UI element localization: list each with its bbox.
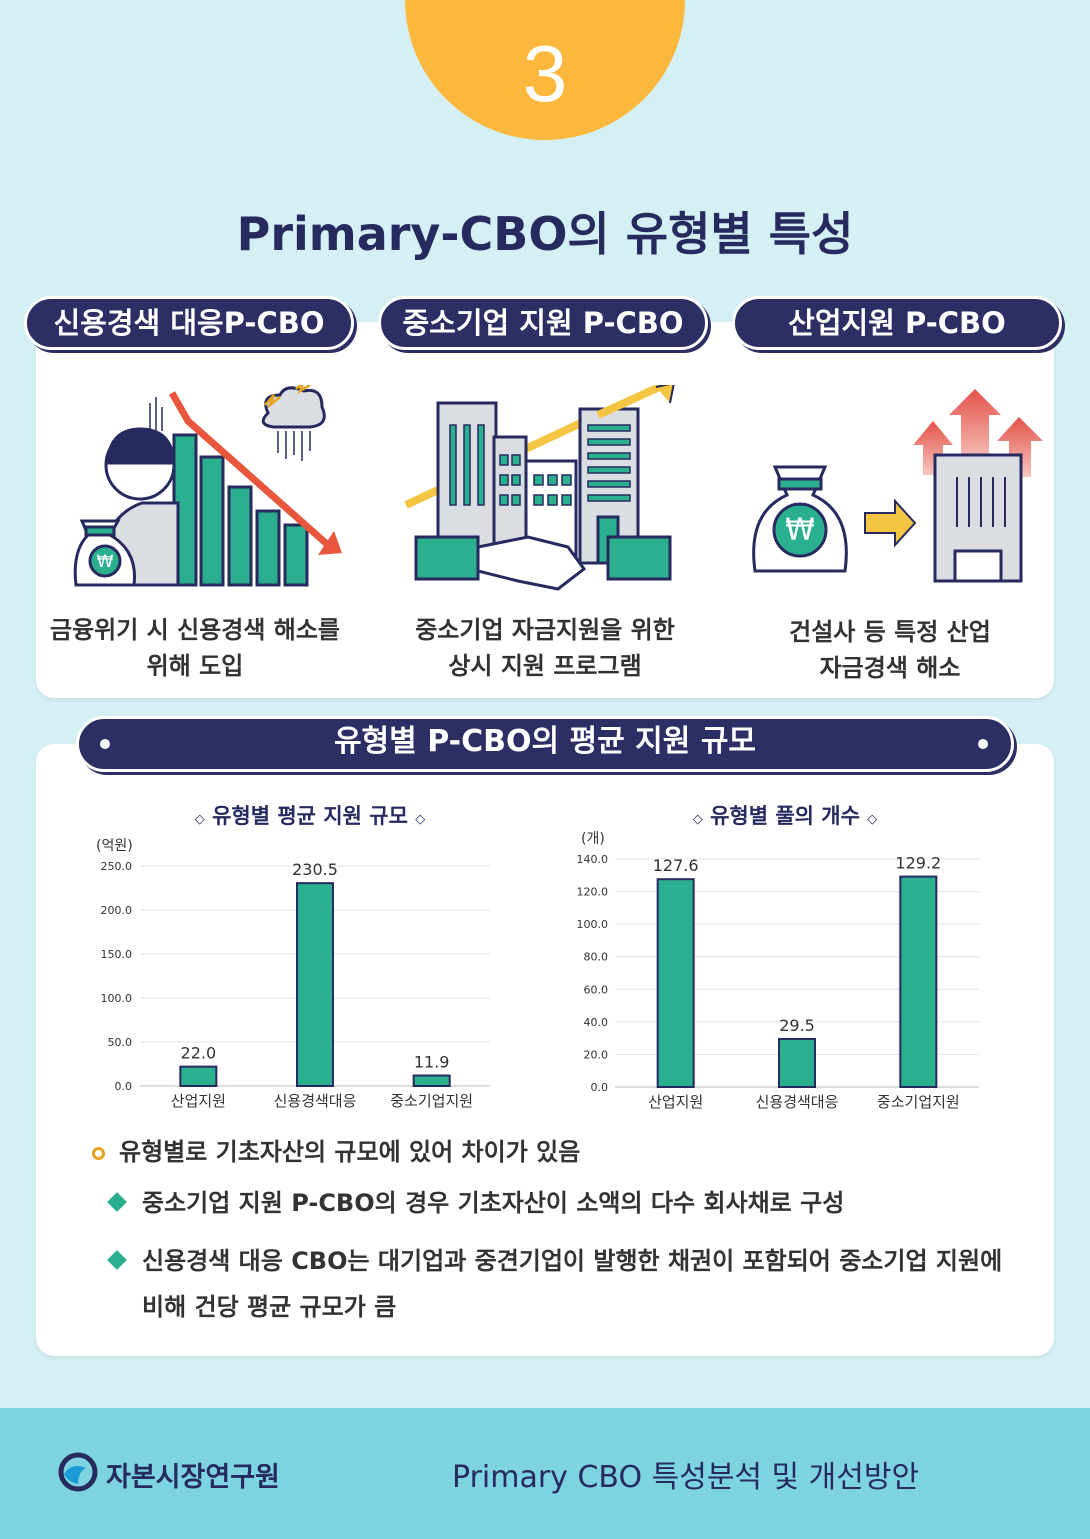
data-label: 22.0 xyxy=(181,1044,217,1063)
desc-line: 건설사 등 특정 산업 xyxy=(789,618,991,646)
industry-support-illustration: ₩ xyxy=(752,389,1043,583)
circle-bullet-icon xyxy=(92,1146,105,1160)
sub-bullet-2: 신용경색 대응 CBO는 대기업과 중견기업이 발행한 채권이 포함되어 중소기… xyxy=(107,1238,1030,1330)
chart-title-pool-count: ◇ 유형별 풀의 개수 ◇ xyxy=(585,800,985,830)
footer xyxy=(0,1408,1090,1539)
diamond-icon: ◇ xyxy=(415,812,426,827)
bar xyxy=(179,1065,218,1087)
svg-text:₩: ₩ xyxy=(785,513,815,548)
x-tick-label: 중소기업지원 xyxy=(390,1092,473,1110)
pool-count-bar-chart: (개) 0.0 20.0 40.0 60.0 80.0 100.0 120.0 140.0 127… xyxy=(577,831,979,1111)
credit-crunch-description: 금융위기 시 신용경색 해소를 위해 도입 xyxy=(36,612,354,684)
chart-title-text: 유형별 평균 지원 규모 xyxy=(212,804,408,828)
desc-line: 자금경색 해소 xyxy=(819,654,961,682)
desc-line: 상시 지원 프로그램 xyxy=(448,652,642,680)
y-tick-label: 150.0 xyxy=(101,948,133,961)
bar xyxy=(778,1037,816,1088)
data-label: 230.5 xyxy=(292,860,338,879)
tab-industry-support: 산업지원 P-CBO xyxy=(732,296,1062,350)
y-tick-label: 100.0 xyxy=(577,918,609,931)
data-label: 129.2 xyxy=(895,854,941,873)
y-tick-label: 0.0 xyxy=(591,1081,609,1094)
y-axis-unit-label: (억원) xyxy=(96,838,133,854)
y-tick-label: 40.0 xyxy=(584,1016,609,1029)
x-tick-label: 산업지원 xyxy=(171,1092,226,1110)
x-tick-label: 산업지원 xyxy=(648,1093,703,1111)
sub-bullet-1: 중소기업 지원 P-CBO의 경우 기초자산이 소액의 다수 회사채로 구성 xyxy=(107,1180,1010,1226)
y-tick-label: 140.0 xyxy=(577,853,609,866)
svg-text:₩: ₩ xyxy=(97,552,114,572)
y-tick-label: 60.0 xyxy=(584,983,609,996)
bar xyxy=(412,1074,451,1087)
bar xyxy=(296,882,334,1087)
y-tick-label: 100.0 xyxy=(101,992,133,1005)
tab-credit-crunch: 신용경색 대응P-CBO xyxy=(24,296,354,350)
bar xyxy=(899,875,938,1088)
bullet-dot-left xyxy=(100,739,110,749)
y-tick-label: 50.0 xyxy=(108,1036,133,1049)
desc-line: 금융위기 시 신용경색 해소를 xyxy=(49,616,341,644)
chart-title-avg-size: ◇ 유형별 평균 지원 규모 ◇ xyxy=(100,800,520,830)
y-tick-label: 80.0 xyxy=(584,951,609,964)
bar xyxy=(656,878,695,1088)
org-name: 자본시장연구원 xyxy=(106,1462,280,1493)
data-label: 11.9 xyxy=(414,1053,450,1072)
y-tick-label: 120.0 xyxy=(577,886,609,899)
tab-sme-support: 중소기업 지원 P-CBO xyxy=(378,296,708,350)
chart-title-text: 유형별 풀의 개수 xyxy=(710,804,860,828)
x-tick-label: 중소기업지원 xyxy=(877,1093,960,1111)
kcmi-logo-icon xyxy=(58,1452,98,1492)
sub-bullet-text: 신용경색 대응 CBO는 대기업과 중견기업이 발행한 채권이 포함되어 중소기… xyxy=(142,1247,1003,1275)
y-tick-label: 200.0 xyxy=(101,904,133,917)
x-tick-label: 신용경색대응 xyxy=(756,1093,839,1111)
diamond-icon: ◇ xyxy=(194,812,205,827)
data-label: 127.6 xyxy=(653,856,699,875)
y-axis-unit-label: (개) xyxy=(581,831,605,847)
desc-line: 위해 도입 xyxy=(146,652,244,680)
footer-title: Primary CBO 특성분석 및 개선방안 xyxy=(452,1460,920,1495)
y-tick-label: 20.0 xyxy=(584,1048,609,1061)
sub-bullet-text: 비해 건당 평균 규모가 큼 xyxy=(142,1293,397,1321)
diamond-icon: ◇ xyxy=(867,812,878,827)
charts-panel xyxy=(36,744,1054,1356)
avg-size-bar-chart: (억원) 0.0 50.0 100.0 150.0 200.0 250.0 22.0 산업지원 2… xyxy=(96,838,490,1110)
sme-support-illustration xyxy=(404,385,675,591)
desc-line: 중소기업 자금지원을 위한 xyxy=(415,616,675,644)
section-title: 유형별 P-CBO의 평균 지원 규모 xyxy=(333,724,757,759)
y-tick-label: 250.0 xyxy=(101,860,133,873)
bullet-dot-right xyxy=(978,739,988,749)
page-title: Primary-CBO의 유형별 특성 xyxy=(236,207,854,261)
main-bullet-text: 유형별로 기초자산의 규모에 있어 차이가 있음 xyxy=(119,1138,581,1166)
x-tick-label: 신용경색대응 xyxy=(274,1092,357,1110)
badge-number: 3 xyxy=(522,29,568,118)
data-label: 29.5 xyxy=(779,1016,815,1035)
main-bullet: 유형별로 기초자산의 규모에 있어 차이가 있음 xyxy=(92,1132,580,1167)
sme-support-description: 중소기업 자금지원을 위한 상시 지원 프로그램 xyxy=(380,612,710,684)
credit-crunch-illustration: ₩ xyxy=(73,385,342,587)
section-header xyxy=(76,716,1014,772)
sub-bullet-text: 중소기업 지원 P-CBO의 경우 기초자산이 소액의 다수 회사채로 구성 xyxy=(142,1189,845,1217)
industry-support-description: 건설사 등 특정 산업 자금경색 해소 xyxy=(730,614,1050,686)
y-tick-label: 0.0 xyxy=(115,1080,133,1093)
diamond-icon: ◇ xyxy=(692,812,703,827)
